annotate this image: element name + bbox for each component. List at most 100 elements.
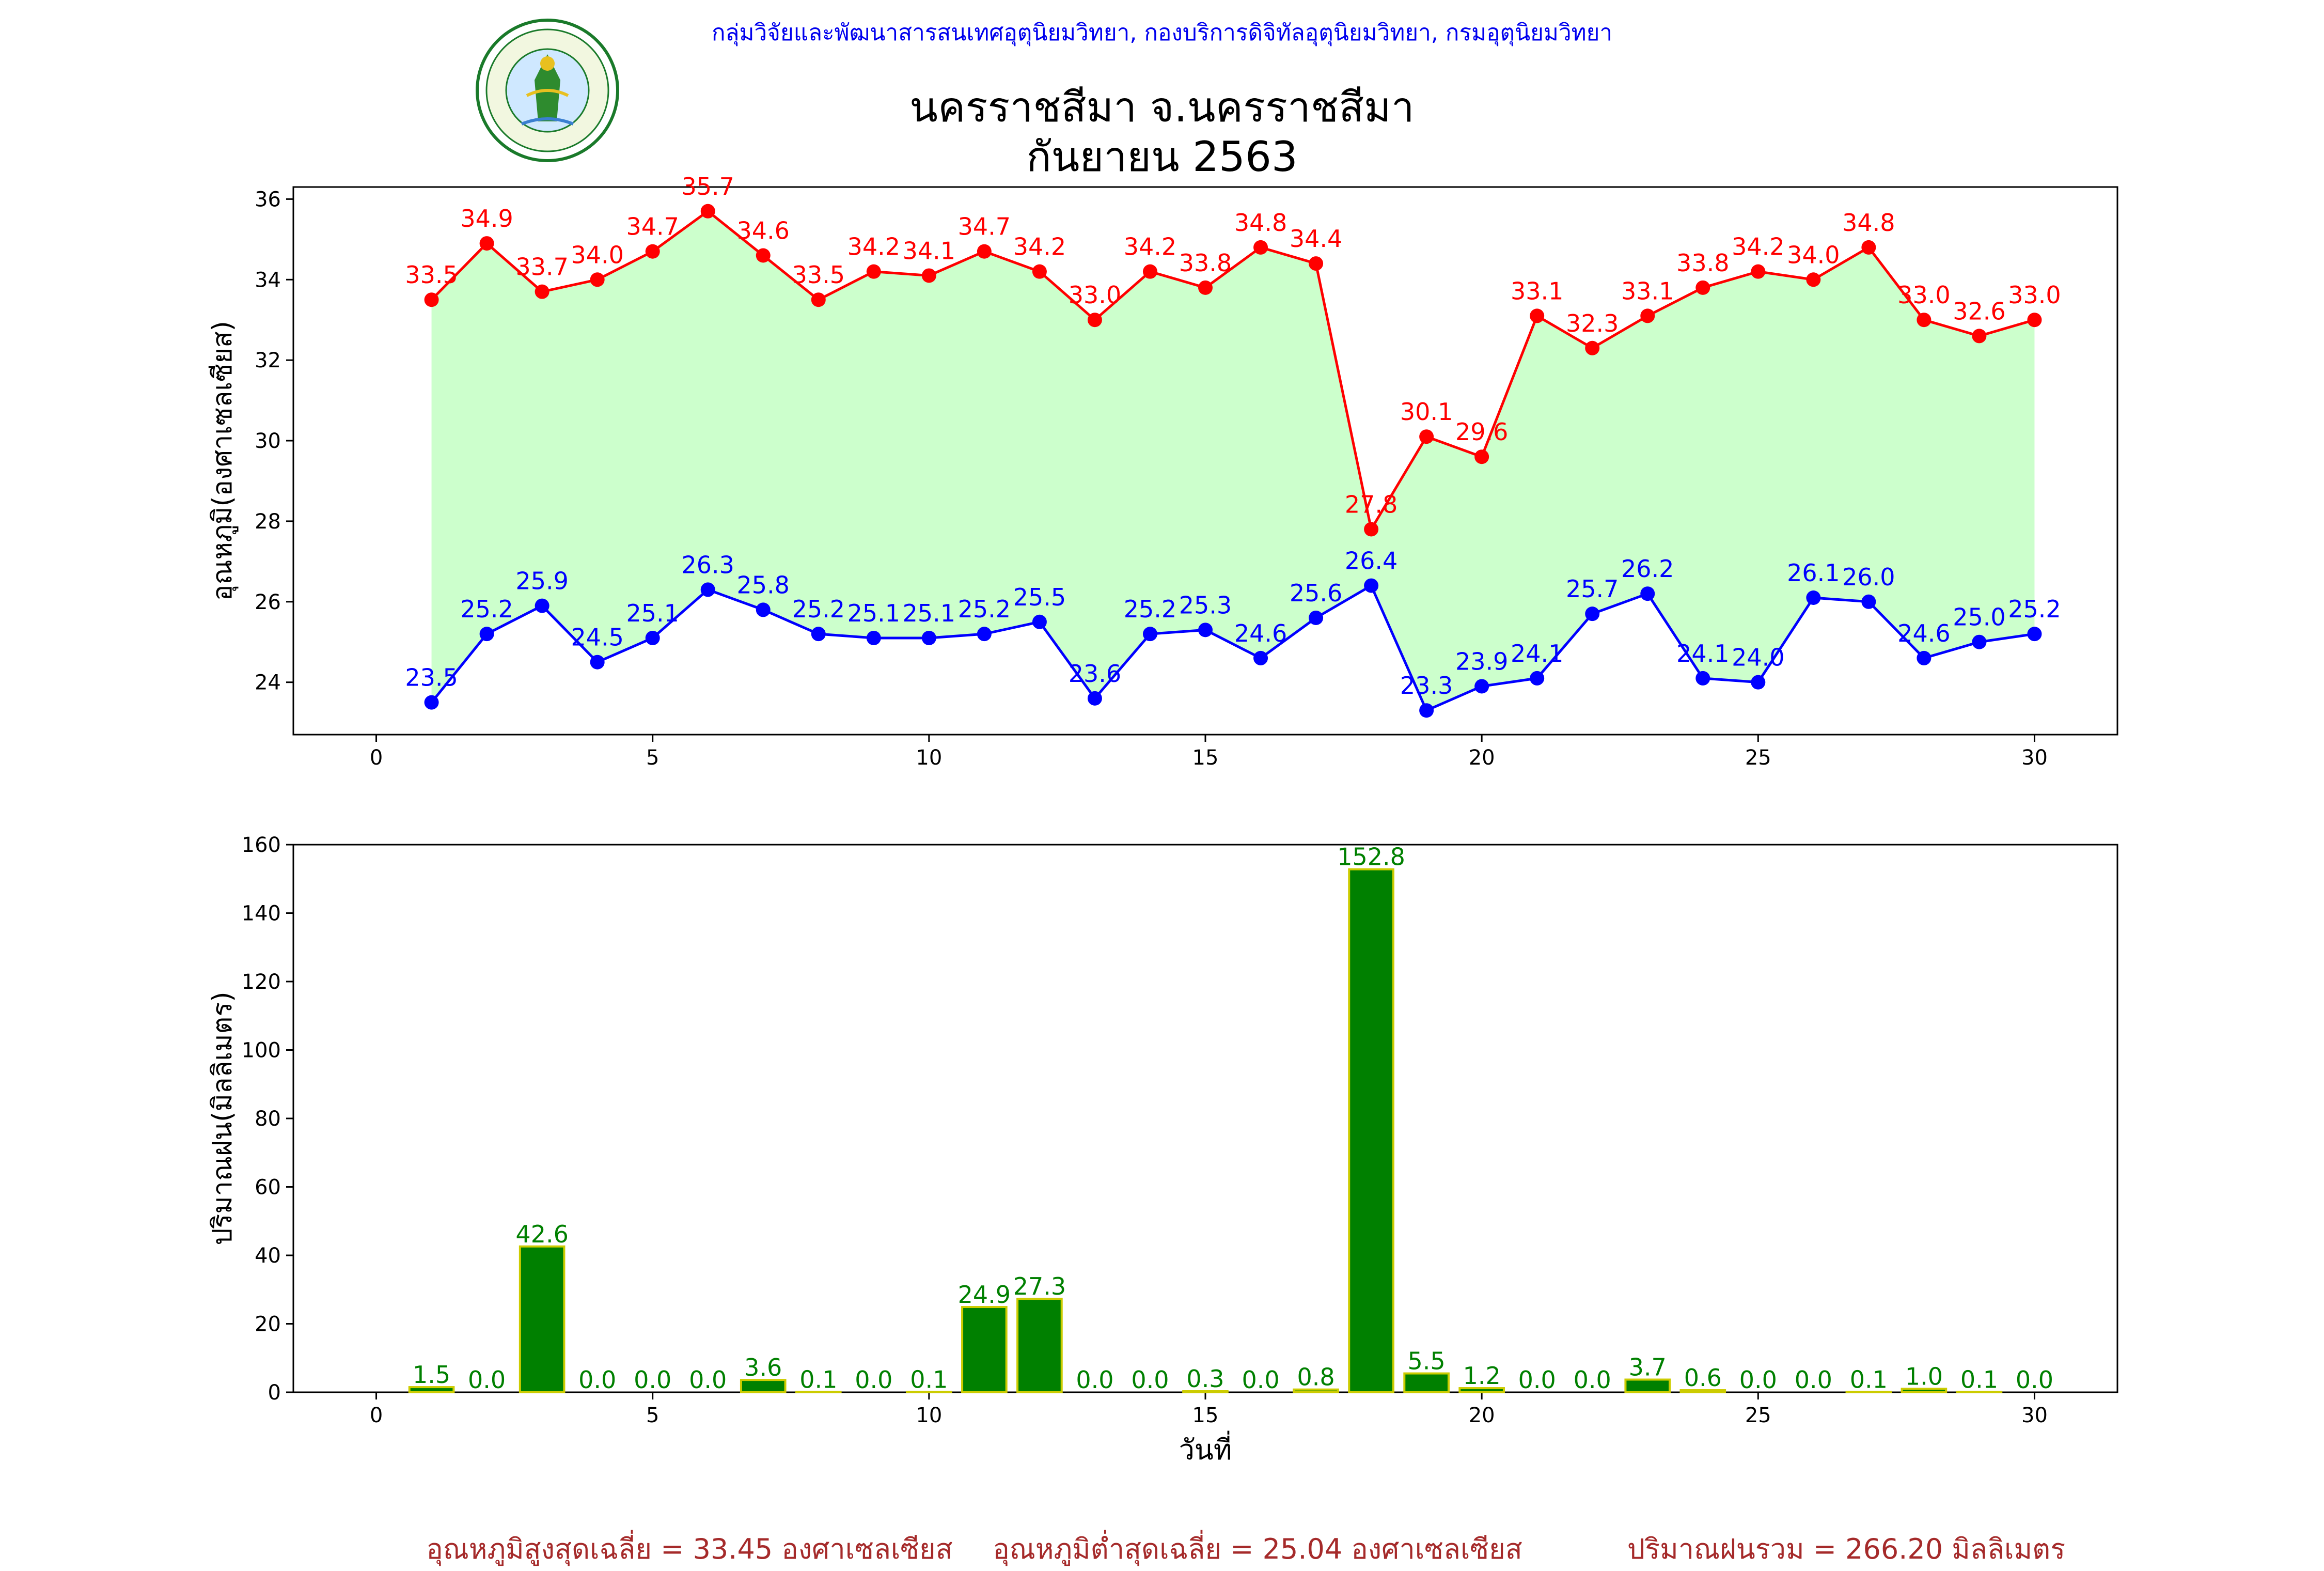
rain-bar-label: 0.0 xyxy=(2016,1366,2053,1394)
rain-bar xyxy=(740,1379,787,1393)
organization-header: กลุ่มวิจัยและพัฒนาสารสนเทศอุตุนิยมวิทยา,… xyxy=(711,20,1613,46)
min-temp-label: 24.1 xyxy=(1511,640,1563,667)
min-temp-point xyxy=(479,627,494,642)
max-temp-point xyxy=(535,284,549,299)
rain-bar-label: 0.0 xyxy=(1518,1366,1556,1394)
max-temp-point xyxy=(1364,522,1379,537)
min-temp-point xyxy=(811,627,826,642)
min-temp-label: 25.2 xyxy=(460,595,513,623)
rain-bar-label: 0.0 xyxy=(578,1366,616,1394)
max-temp-label: 34.4 xyxy=(1290,225,1342,253)
rain-bar-label: 24.9 xyxy=(958,1281,1011,1309)
min-temp-point xyxy=(1751,675,1766,690)
max-temp-point xyxy=(1087,313,1102,328)
temp-y-axis-label: อุณหภูมิ(องศาเซลเซียส) xyxy=(207,321,239,601)
rain-x-tick-label: 0 xyxy=(370,1404,383,1427)
meteorological-department-logo xyxy=(476,19,619,162)
min-temp-point xyxy=(1474,679,1489,694)
min-temp-point xyxy=(921,630,936,645)
max-temp-label: 32.6 xyxy=(1953,297,2005,325)
max-temp-point xyxy=(1806,272,1821,287)
rain-bar-label: 42.6 xyxy=(515,1220,568,1248)
max-temp-point xyxy=(1751,264,1766,279)
rain-bar xyxy=(1016,1298,1063,1393)
rain-y-tick-label: 60 xyxy=(255,1176,281,1200)
min-temp-point xyxy=(1419,703,1434,718)
min-temp-label: 23.5 xyxy=(405,664,458,692)
chart-title-line1: นครราชสีมา จ.นครราชสีมา xyxy=(909,83,1415,131)
max-temp-label: 33.5 xyxy=(792,261,845,289)
rain-bar-label: 1.0 xyxy=(1905,1362,1943,1390)
min-temp-label: 25.3 xyxy=(1179,591,1232,619)
temp-y-tick-label: 36 xyxy=(255,188,281,211)
rain-bar xyxy=(1901,1388,1948,1393)
max-temp-label: 34.8 xyxy=(1234,209,1287,237)
min-temp-label: 25.6 xyxy=(1290,579,1342,607)
rain-bar-label: 0.0 xyxy=(468,1366,506,1394)
min-temp-label: 25.8 xyxy=(737,571,790,599)
max-temp-point xyxy=(1530,308,1545,323)
min-temp-point xyxy=(1861,594,1876,609)
rain-bar-label: 5.5 xyxy=(1408,1347,1446,1375)
max-temp-label: 33.0 xyxy=(1897,281,1950,309)
rain-y-axis-label: ปริมาณฝน(มิลลิเมตร) xyxy=(207,991,238,1245)
rain-bar xyxy=(1293,1388,1339,1393)
min-temp-point xyxy=(1917,650,1932,665)
min-temp-label: 24.0 xyxy=(1732,644,1784,672)
avg-max-temp-summary: อุณหภูมิสูงสุดเฉลี่ย = 33.45 องศาเซลเซีย… xyxy=(426,1533,953,1565)
min-temp-point xyxy=(977,627,992,642)
max-temp-label: 34.1 xyxy=(903,237,955,265)
min-temp-label: 24.1 xyxy=(1676,640,1729,667)
max-temp-label: 34.7 xyxy=(626,213,679,241)
max-temp-point xyxy=(866,264,881,279)
max-temp-point xyxy=(479,236,494,251)
rain-bar-label: 0.0 xyxy=(855,1366,892,1394)
max-temp-label: 33.5 xyxy=(405,261,458,289)
min-temp-point xyxy=(1309,610,1324,625)
max-temp-label: 34.9 xyxy=(460,205,513,232)
temp-x-tick-label: 0 xyxy=(370,746,383,770)
min-temp-point xyxy=(700,582,715,597)
rain-bar xyxy=(1182,1390,1229,1393)
rain-bar-label: 0.0 xyxy=(1076,1366,1113,1394)
min-temp-label: 25.0 xyxy=(1953,603,2005,631)
rain-y-tick-label: 80 xyxy=(255,1107,281,1131)
temp-x-tick-label: 5 xyxy=(646,746,659,770)
chart-title: นครราชสีมา จ.นครราชสีมา กันยายน 2563 xyxy=(0,83,2324,182)
max-temp-label: 29.6 xyxy=(1455,418,1508,446)
max-temp-point xyxy=(700,204,715,219)
min-temp-label: 26.4 xyxy=(1345,547,1397,575)
min-temp-label: 25.5 xyxy=(1013,583,1066,611)
min-temp-point xyxy=(424,695,439,710)
max-temp-point xyxy=(756,248,771,263)
max-temp-point xyxy=(977,244,992,259)
rain-bar-label: 0.0 xyxy=(689,1366,727,1394)
rain-bar-label: 0.3 xyxy=(1186,1365,1224,1393)
max-temp-label: 34.0 xyxy=(1787,241,1840,269)
rain-bar-label: 0.1 xyxy=(910,1365,948,1393)
max-temp-label: 33.8 xyxy=(1676,249,1729,277)
rain-bar-label: 0.1 xyxy=(1960,1365,1998,1393)
min-temp-point xyxy=(1695,671,1710,686)
rain-y-tick-label: 120 xyxy=(242,970,281,994)
max-temp-point xyxy=(1253,240,1268,255)
rain-bar xyxy=(519,1245,566,1393)
rain-x-tick-label: 15 xyxy=(1192,1404,1219,1427)
max-temp-label: 30.1 xyxy=(1400,398,1453,426)
min-temp-label: 25.9 xyxy=(515,567,568,595)
max-temp-label: 34.2 xyxy=(1124,233,1176,261)
min-temp-label: 25.2 xyxy=(2008,595,2061,623)
rain-bar xyxy=(1458,1387,1505,1394)
rain-y-tick-label: 20 xyxy=(255,1313,281,1336)
max-temp-label: 34.7 xyxy=(958,213,1011,241)
rain-bar-label: 0.0 xyxy=(1131,1366,1169,1394)
min-temp-label: 25.7 xyxy=(1566,575,1619,603)
rain-bar-label: 0.8 xyxy=(1297,1363,1334,1391)
total-rainfall-summary: ปริมาณฝนรวม = 266.20 มิลลิเมตร xyxy=(1627,1533,2066,1565)
min-temp-point xyxy=(1032,614,1047,629)
min-temp-point xyxy=(1530,671,1545,686)
min-temp-point xyxy=(1087,691,1102,706)
rain-bar xyxy=(961,1306,1008,1394)
